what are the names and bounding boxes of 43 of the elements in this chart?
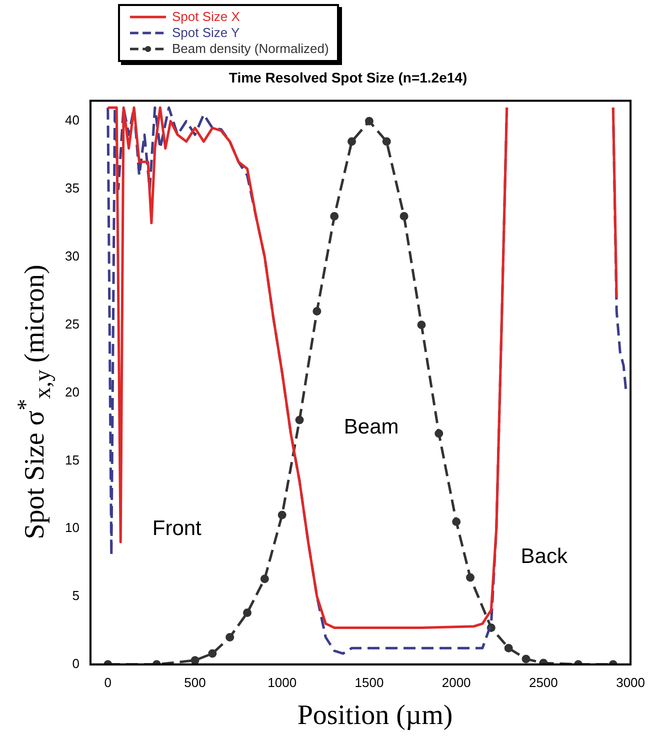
y-tick-label: 15 [64,452,80,468]
x-tick-label: 2500 [528,674,558,690]
x-tick-label: 500 [184,674,206,690]
y-tick-label: 30 [64,248,80,264]
point [504,644,513,652]
point [382,137,391,146]
legend-label: Spot Size Y [172,25,240,41]
point [452,518,461,526]
point [330,212,339,220]
point [226,632,234,642]
point [312,307,322,316]
point [400,212,408,220]
point [278,510,286,520]
annotation: Beam [344,415,399,438]
x-tick-label: 1500 [354,674,384,690]
y-tick-label: 0 [72,656,80,671]
x-tick-label: 3000 [616,674,645,690]
chart-title: Time Resolved Spot Size (n=1.2e14) [228,69,468,86]
point [295,416,304,424]
y-tick-label: 20 [64,384,80,400]
point [260,574,269,584]
y-tick-label: 10 [64,520,80,536]
y-tick-label: 35 [64,180,80,196]
point [466,573,475,582]
x-tick-label: 0 [104,674,112,690]
point [348,137,356,146]
point [434,429,444,438]
y-tick-label: 5 [72,588,80,604]
legend-label: Spot Size X [172,9,240,25]
y-tick-label: 25 [64,316,80,332]
point [190,656,200,664]
point [417,320,426,330]
point [243,608,252,618]
x-tick-label: 1000 [268,674,297,690]
annotation: Back [520,545,568,568]
x-tick-label: 2000 [442,674,471,690]
point [208,649,217,658]
x-axis-title: Position (µm) [296,700,454,732]
annotation: Front [152,516,202,540]
y-tick-label: 40 [64,112,80,128]
point [364,116,374,126]
legend-label: Beam density (Normalized) [172,41,329,57]
point [522,654,530,664]
